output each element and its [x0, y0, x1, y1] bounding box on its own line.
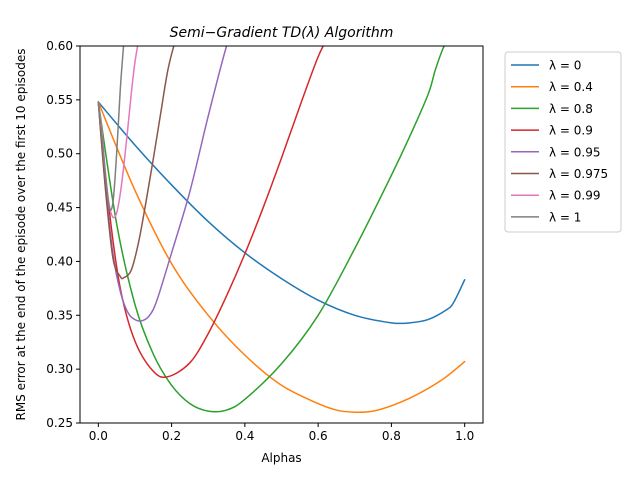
legend-label: λ = 0.4 [549, 80, 593, 94]
series-line-7 [97, 46, 125, 211]
series-layer [97, 46, 466, 414]
legend-frame [504, 51, 622, 233]
plot-frame [79, 45, 484, 424]
legend: λ = 0 λ = 0.4 λ = 0.8 λ = 0.9 λ = 0.95 λ = 0.… [504, 51, 622, 233]
series-line-3 [97, 46, 324, 379]
y-tick-label: 0.30 [46, 362, 73, 376]
x-axis: 0.0 0.2 0.4 0.6 0.8 1.0 [89, 423, 474, 443]
y-axis-label: RMS error at the end of the episode over… [14, 48, 28, 420]
x-tick-label: 0.4 [235, 429, 254, 443]
y-tick-label: 0.60 [46, 39, 73, 53]
x-tick-label: 1.0 [455, 429, 474, 443]
plot-area [80, 46, 483, 423]
legend-label: λ = 0.9 [549, 124, 593, 138]
series-line-2 [97, 46, 446, 413]
legend-label: λ = 0.8 [549, 102, 593, 116]
legend-label: λ = 0.975 [549, 167, 608, 181]
legend-label: λ = 0.95 [549, 145, 601, 159]
legend-label: λ = 0 [549, 59, 581, 73]
y-tick-label: 0.55 [46, 93, 73, 107]
legend-label: λ = 1 [549, 210, 581, 224]
y-axis: 0.25 0.30 0.35 0.40 0.45 0.50 0.55 0.60 [46, 39, 80, 430]
x-axis-label: Alphas [261, 451, 301, 465]
x-tick-label: 0.2 [162, 429, 181, 443]
series-line-1 [97, 101, 466, 414]
legend-label: λ = 0.99 [549, 189, 601, 203]
x-tick-label: 0.6 [309, 429, 328, 443]
series-line-0 [97, 101, 466, 325]
series-line-5 [97, 46, 175, 280]
y-tick-label: 0.35 [46, 308, 73, 322]
chart-title: Semi−Gradient TD(λ) Algorithm [170, 25, 394, 41]
y-tick-label: 0.50 [46, 147, 73, 161]
y-tick-label: 0.25 [46, 416, 73, 430]
x-tick-label: 0.0 [89, 429, 108, 443]
y-tick-label: 0.40 [46, 254, 73, 268]
x-tick-label: 0.8 [382, 429, 401, 443]
y-tick-label: 0.45 [46, 201, 73, 215]
